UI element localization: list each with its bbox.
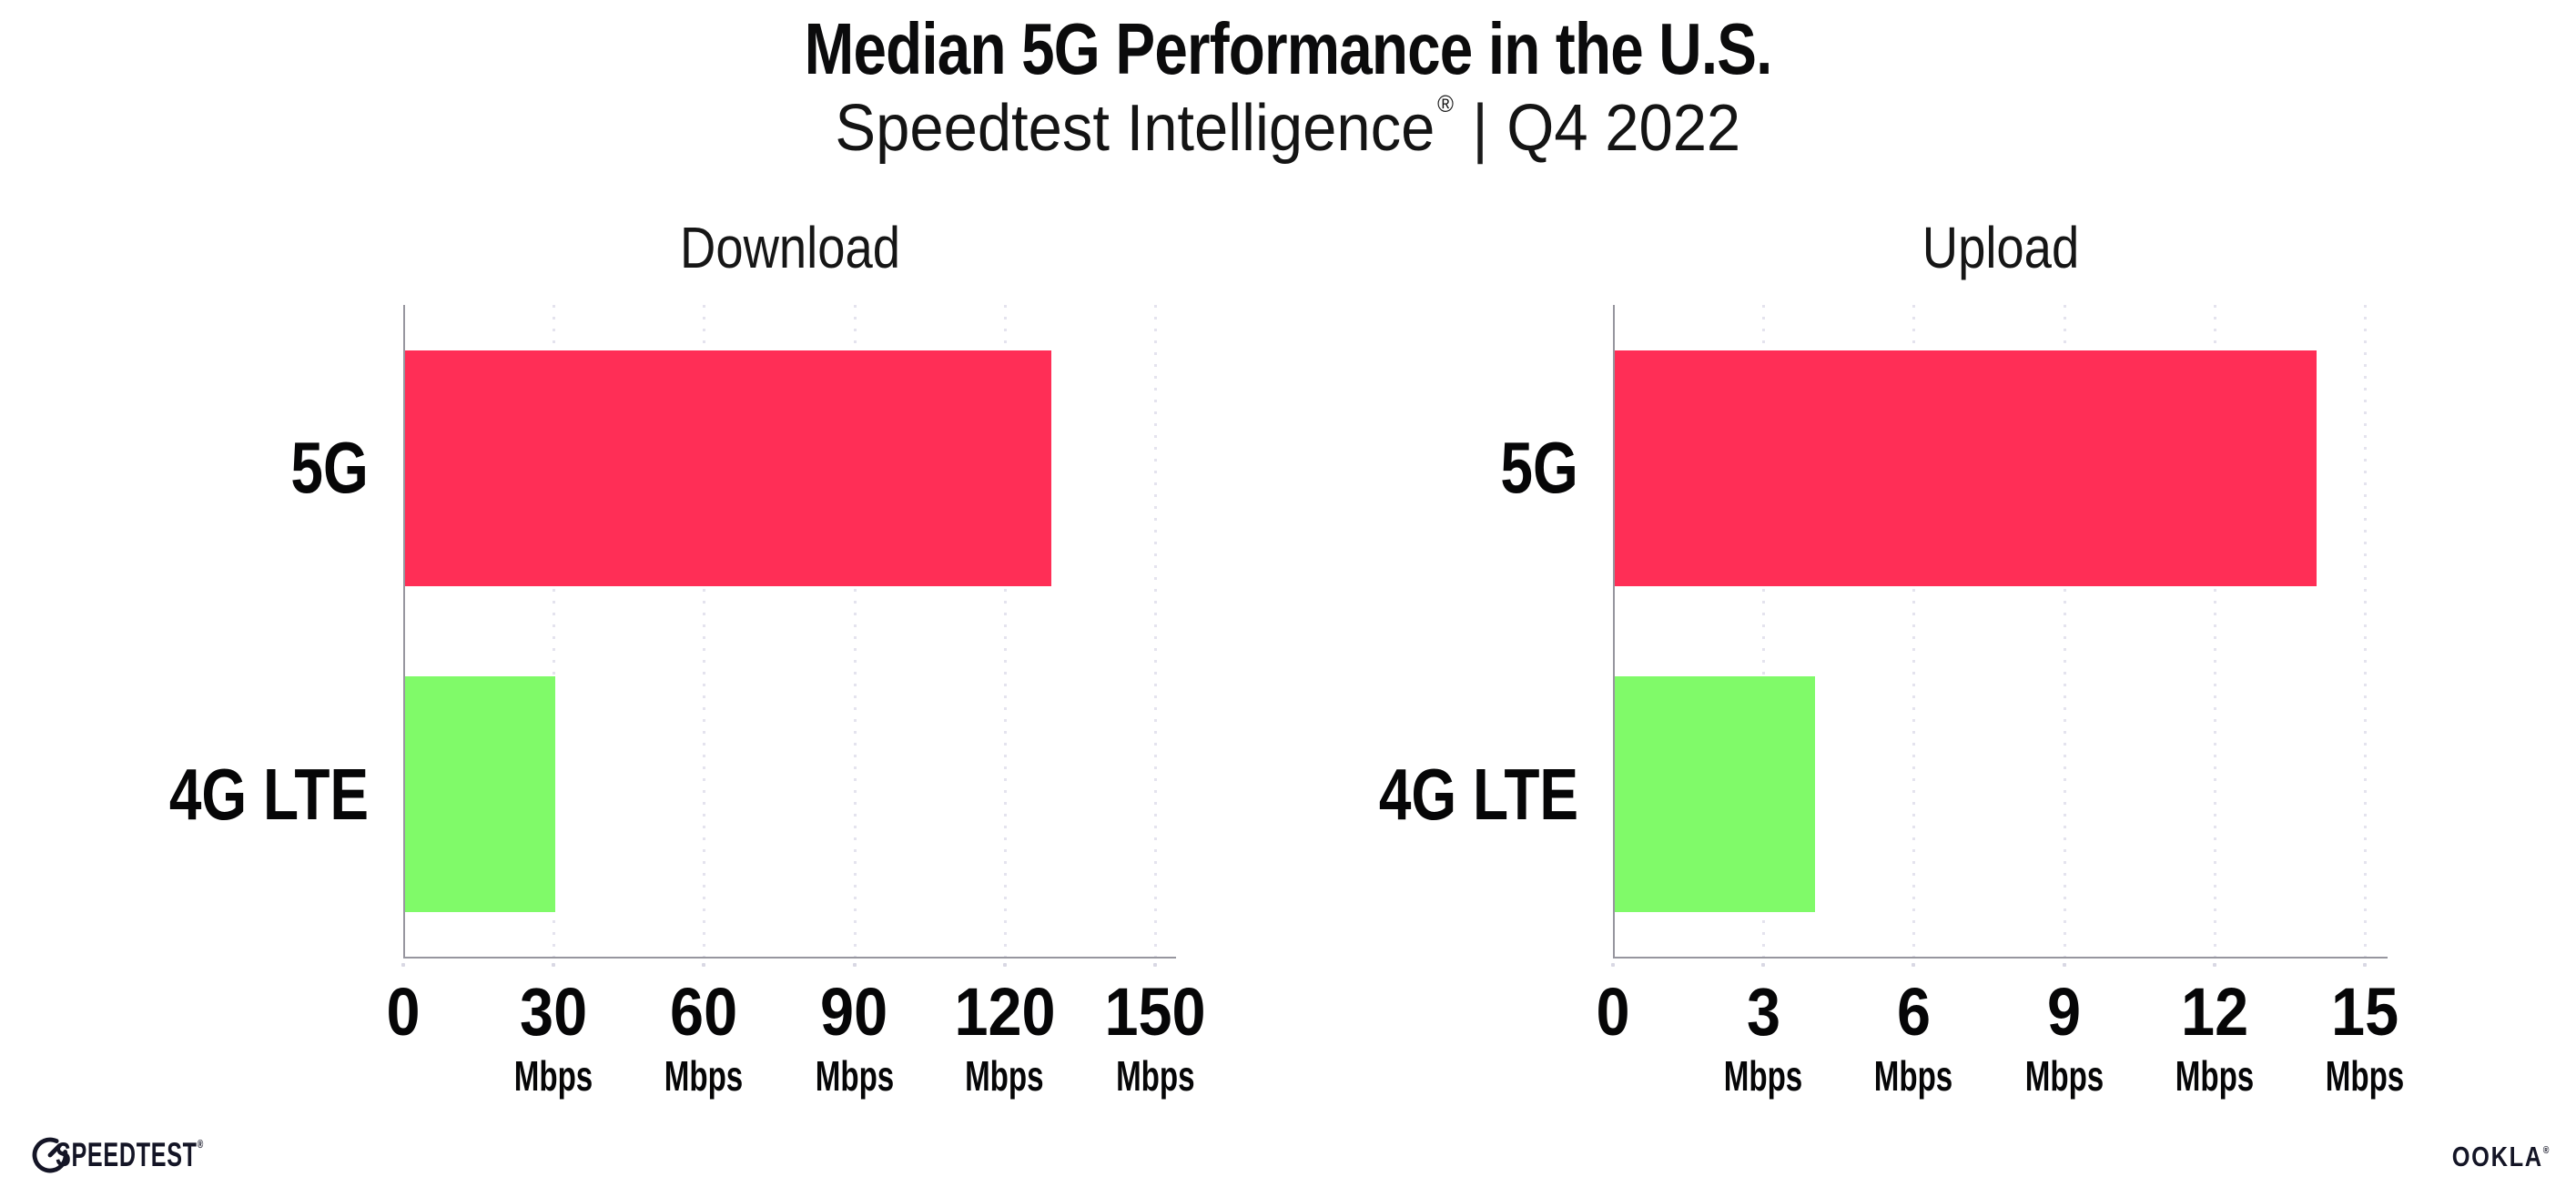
tick-mark-0 xyxy=(1611,963,1615,967)
x-tick-unit: Mbps xyxy=(1874,1052,1953,1100)
speedtest-gauge-icon xyxy=(32,1137,68,1173)
x-tick-label-0: 0 xyxy=(384,979,421,1046)
category-label-4g-lte: 4G LTE xyxy=(168,753,369,835)
tick-mark-120 xyxy=(1002,963,1007,967)
bar-4g-lte xyxy=(405,676,556,913)
tick-mark-6 xyxy=(1912,963,1916,967)
x-tick-unit: Mbps xyxy=(965,1052,1045,1100)
gridline-6 xyxy=(1912,305,1916,957)
x-tick-label-30: 30 Mbps xyxy=(499,974,608,1100)
x-tick-value: 0 xyxy=(1596,974,1630,1050)
ookla-logo-text: OOKLA xyxy=(2451,1141,2543,1172)
gridline-150 xyxy=(1154,305,1157,957)
subtitle-divider: | xyxy=(1472,92,1489,165)
x-tick-label-12: 12 Mbps xyxy=(2160,974,2269,1100)
x-tick-unit: Mbps xyxy=(2175,1052,2255,1100)
ookla-registered-icon: ® xyxy=(2542,1145,2551,1156)
x-tick-value: 9 xyxy=(2047,974,2082,1050)
x-tick-unit: Mbps xyxy=(815,1052,894,1100)
registered-mark-icon: ® xyxy=(1437,90,1455,117)
ookla-logo: OOKLA® xyxy=(2430,1141,2551,1173)
speedtest-registered-icon: ® xyxy=(197,1137,204,1151)
x-tick-label-9: 9 Mbps xyxy=(2010,974,2119,1100)
download-x-axis xyxy=(403,957,1176,959)
tick-mark-150 xyxy=(1153,963,1157,967)
x-tick-value: 60 xyxy=(670,974,738,1050)
x-tick-label-60: 60 Mbps xyxy=(649,974,758,1100)
tick-mark-9 xyxy=(2062,963,2066,967)
x-tick-value: 3 xyxy=(1746,974,1780,1050)
x-tick-value: 90 xyxy=(820,974,888,1050)
category-label-5g: 5G xyxy=(1500,427,1578,509)
subtitle-brand: Speedtest Intelligence xyxy=(835,92,1435,165)
x-tick-label-120: 120 Mbps xyxy=(948,974,1060,1100)
tick-mark-0 xyxy=(401,963,405,967)
gridline-15 xyxy=(2364,305,2367,957)
x-tick-value: 6 xyxy=(1896,974,1931,1050)
gridline-3 xyxy=(1762,305,1766,957)
x-tick-unit: Mbps xyxy=(513,1052,593,1100)
download-y-axis xyxy=(403,305,405,958)
upload-chart: Upload 0 3 Mbps 6 Mbps 9 Mbps 12 Mbps 15 Mbps 5G 4G … xyxy=(1379,215,2405,1097)
x-tick-value: 30 xyxy=(520,974,588,1050)
x-tick-unit: Mbps xyxy=(2024,1052,2104,1100)
speedtest-logo: SPEEDTEST® xyxy=(30,1135,274,1175)
upload-x-axis xyxy=(1613,957,2388,959)
gridline-12 xyxy=(2213,305,2216,957)
tick-mark-12 xyxy=(2212,963,2216,967)
x-tick-label-90: 90 Mbps xyxy=(800,974,909,1100)
x-tick-value: 120 xyxy=(954,974,1056,1050)
tick-mark-90 xyxy=(852,963,857,967)
gridline-30 xyxy=(553,305,556,957)
x-tick-label-150: 150 Mbps xyxy=(1099,974,1211,1100)
tick-mark-60 xyxy=(702,963,706,967)
x-tick-value: 15 xyxy=(2330,974,2399,1050)
x-tick-value: 150 xyxy=(1104,974,1206,1050)
speedtest-logo-text: SPEEDTEST xyxy=(56,1136,198,1173)
x-tick-unit: Mbps xyxy=(664,1052,744,1100)
x-tick-label-15: 15 Mbps xyxy=(2310,974,2419,1100)
tick-mark-3 xyxy=(1761,963,1766,967)
bar-5g xyxy=(405,350,1052,586)
gridline-60 xyxy=(703,305,706,957)
subtitle-period: Q4 2022 xyxy=(1506,92,1741,165)
x-tick-unit: Mbps xyxy=(1115,1052,1195,1100)
bar-4g-lte xyxy=(1615,676,1816,913)
upload-chart-title: Upload xyxy=(1922,215,2079,280)
page-title-text: Median 5G Performance in the U.S. xyxy=(804,8,1773,89)
category-label-4g-lte: 4G LTE xyxy=(1378,753,1578,835)
tick-mark-15 xyxy=(2363,963,2367,967)
x-tick-unit: Mbps xyxy=(1723,1052,1803,1100)
x-tick-label-0: 0 xyxy=(1594,979,1631,1046)
download-chart: Download 0 30 Mbps 60 Mbps 90 Mbps 120 Mbps 150 Mb… xyxy=(169,215,1206,1097)
page-title: Median 5G Performance in the U.S. xyxy=(0,7,2576,91)
download-chart-title: Download xyxy=(679,215,900,280)
x-tick-unit: Mbps xyxy=(2325,1052,2405,1100)
x-tick-label-6: 6 Mbps xyxy=(1859,974,1968,1100)
page-subtitle: Speedtest Intelligence ® | Q4 2022 xyxy=(0,90,2576,166)
tick-mark-30 xyxy=(552,963,556,967)
bar-5g xyxy=(1615,350,2317,586)
gridline-120 xyxy=(1003,305,1007,957)
x-tick-value: 0 xyxy=(386,974,421,1050)
x-tick-label-3: 3 Mbps xyxy=(1709,974,1818,1100)
gridline-90 xyxy=(853,305,857,957)
x-tick-value: 12 xyxy=(2180,974,2248,1050)
category-label-5g: 5G xyxy=(290,427,369,509)
gridline-9 xyxy=(2063,305,2066,957)
upload-y-axis xyxy=(1613,305,1615,958)
